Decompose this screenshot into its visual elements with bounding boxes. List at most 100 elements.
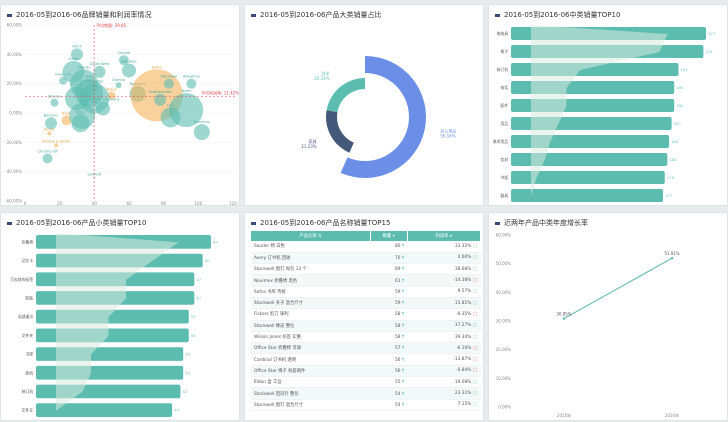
slice-value: 22.24%	[314, 76, 329, 81]
profit-rate: 9.57% ◯	[407, 286, 481, 298]
product-name: Office Star 椅子 每套两件	[251, 365, 371, 378]
quantity: 61 🡑	[370, 274, 408, 287]
bubble-label: Eureka	[71, 82, 83, 86]
quantity: 58 🡑	[370, 308, 408, 321]
value-label: 49	[174, 408, 179, 413]
table-row[interactable]: Stockwell 夹子 混合尺寸 59 🡑 15.81% ◯	[251, 297, 481, 310]
profit-rate: 38.68% ◯	[407, 263, 481, 276]
profit-rate: -6.10% ◯	[407, 342, 481, 355]
col-header-qty[interactable]: 数量 ▾	[370, 231, 408, 241]
y-tick-label: -60.00%	[5, 198, 22, 203]
bubble	[169, 93, 204, 128]
bubble-label: Barricks	[44, 113, 59, 117]
scatter-chart[interactable]: 60.00% 40.00% 20.00% 0.00% -20.00% -40.00% -60…	[1, 5, 241, 207]
mid-bar-chart[interactable]: 收纳具 227 椅子 224 装订机 195 电话 190 配件 190 用品 187 美术用品 184 信…	[489, 5, 728, 207]
bubble-label: Avery	[107, 87, 118, 91]
table-row[interactable]: Safco 书库 传统 59 🡑 9.57% ◯	[251, 286, 481, 298]
category-label: 信封	[500, 157, 508, 162]
smile-face-icon: ◯	[472, 379, 478, 385]
table-row[interactable]: Stockwell 橡皮 整包 58 🡑 37.27% ◯	[251, 320, 481, 332]
sub-top10-panel: 2016-05到2016-06产品小类销量TOP10 折叠椅 63 记忆卡 60 可去除…	[0, 212, 240, 421]
y-tick-label: 30.00%	[496, 319, 511, 324]
value-label: 187	[674, 121, 682, 126]
bubble	[59, 76, 68, 85]
arrow-up-icon: 🡑	[401, 402, 405, 408]
table-row[interactable]: Novimex 折叠椅 黑色 61 🡑 -14.38% ◯	[251, 274, 481, 287]
category-label: 装订机	[22, 389, 34, 394]
bubble-label: Fellowes	[121, 59, 136, 63]
x-tick-label: 2016年	[665, 412, 679, 418]
category-label: 书架	[25, 352, 33, 357]
x-tick-label: 80	[161, 201, 167, 206]
title-icon	[251, 13, 256, 17]
profit-rate: 4.60% ◯	[407, 252, 481, 265]
value-label: 179	[667, 175, 675, 180]
quantity: 57 🡑	[370, 342, 408, 355]
bar	[511, 153, 668, 166]
growth-line-chart[interactable]: 60.00% 50.00% 40.00% 30.00% 20.00% 10.00% 0.00…	[489, 213, 728, 422]
bubble	[107, 91, 116, 100]
table-row[interactable]: Eldon 盒 工业 55 🡑 19.08% ◯	[251, 376, 481, 389]
smile-face-icon: ◯	[472, 243, 478, 249]
panel-title: 近两年产品中类年度增长率	[504, 219, 588, 227]
panel-title: 2016-05到2016-06产品小类销量TOP10	[16, 219, 147, 227]
sub-bar-chart[interactable]: 折叠椅 63 记忆卡 60 可去除的标签 57 胶粘 57 局部通讯 55 文件夹 55 书架 53 商机 5…	[1, 213, 241, 422]
smile-face-icon: ◯	[472, 266, 478, 272]
value-label: 177	[665, 193, 673, 198]
col-header-profit[interactable]: 利润率 ▾	[407, 231, 482, 241]
y-tick-label: 0.00%	[9, 110, 22, 115]
arrow-up-icon: 🡑	[401, 346, 405, 352]
bubble	[115, 82, 122, 89]
table-row[interactable]: Office Star 椅子 每套两件 56 🡑 -0.84% ◯	[251, 365, 481, 378]
donut-panel: 2016-05到2016-06产品大类销量占比 办公用品 56.54% 家具 21.2…	[244, 4, 484, 206]
arrow-up-icon: 🡑	[401, 312, 405, 318]
category-label: 用品	[500, 121, 508, 126]
table-row[interactable]: Cardinal 订书机 透明 56 🡑 -13.87% ◯	[251, 353, 481, 366]
growth-line	[563, 257, 673, 319]
bubble	[96, 101, 110, 116]
slice-value: 56.54%	[440, 134, 455, 139]
slice-name: 办公用品	[440, 128, 456, 134]
slice-value: 21.23%	[301, 144, 316, 149]
value-label: 52	[182, 389, 187, 394]
quantity: 58 🡑	[370, 320, 408, 332]
bubble	[47, 131, 52, 136]
value-label: 53	[185, 352, 190, 357]
bubble	[186, 78, 197, 89]
bubble	[154, 93, 167, 106]
bubble-label: Ibico	[76, 110, 85, 114]
value-label: 227	[708, 31, 716, 36]
y-tick-label: -40.00%	[5, 169, 22, 174]
table-row[interactable]: Office Star 折叠椅 可调 57 🡑 -6.10% ◯	[251, 342, 481, 355]
table-row[interactable]: Stockwell 回形针 整包 54 🡑 23.31% ◯	[251, 387, 481, 400]
product-name: Office Star 折叠椅 可调	[251, 342, 371, 355]
category-label: 折叠椅	[22, 239, 34, 244]
value-label: 55	[191, 333, 196, 338]
profit-rate: 37.27% ◯	[407, 320, 481, 332]
bubble-label: Globe-Weis	[90, 62, 110, 66]
table-row[interactable]: Stockwell 图钉 每包 12 个 69 🡑 38.68% ◯	[251, 263, 481, 276]
table-row[interactable]: Avery 订书机 回收 70 🡑 4.60% ◯	[251, 252, 481, 265]
table-row[interactable]: Stockwell 图钉 混合尺寸 54 🡑 7.15% ◯	[251, 399, 481, 411]
product-name: Fiskars 剪刀 锋利	[251, 308, 371, 321]
value-label: 57	[196, 277, 201, 282]
bubble-label: Safco	[152, 65, 162, 69]
donut-slice	[340, 56, 426, 178]
table-row[interactable]: Sauder 椅 白色 80 🡑 33.32% ◯	[251, 241, 481, 253]
value-label: 190	[676, 85, 684, 90]
quantity: 56 🡑	[370, 353, 408, 366]
col-header-name[interactable]: 产品名称 ⇅	[251, 231, 371, 241]
smile-face-icon: ◯	[472, 300, 478, 306]
table-row[interactable]: Fiskars 剪刀 锋利 58 🡑 -0.35% ◯	[251, 308, 481, 321]
category-label: 文件夹	[22, 333, 34, 338]
sad-face-icon: ◯	[472, 345, 478, 351]
product-name: Stockwell 图钉 混合尺寸	[251, 399, 371, 411]
category-label: 收纳具	[497, 31, 509, 36]
panel-title: 2016-05到2016-06产品大类销量占比	[260, 11, 382, 19]
table-row[interactable]: Wilson Jones 标签 实惠 58 🡑 39.34% ◯	[251, 331, 481, 344]
arrow-up-icon: 🡑	[401, 267, 405, 273]
bar	[511, 189, 664, 202]
bubble	[163, 78, 174, 89]
profit-rate: -0.35% ◯	[407, 308, 481, 321]
